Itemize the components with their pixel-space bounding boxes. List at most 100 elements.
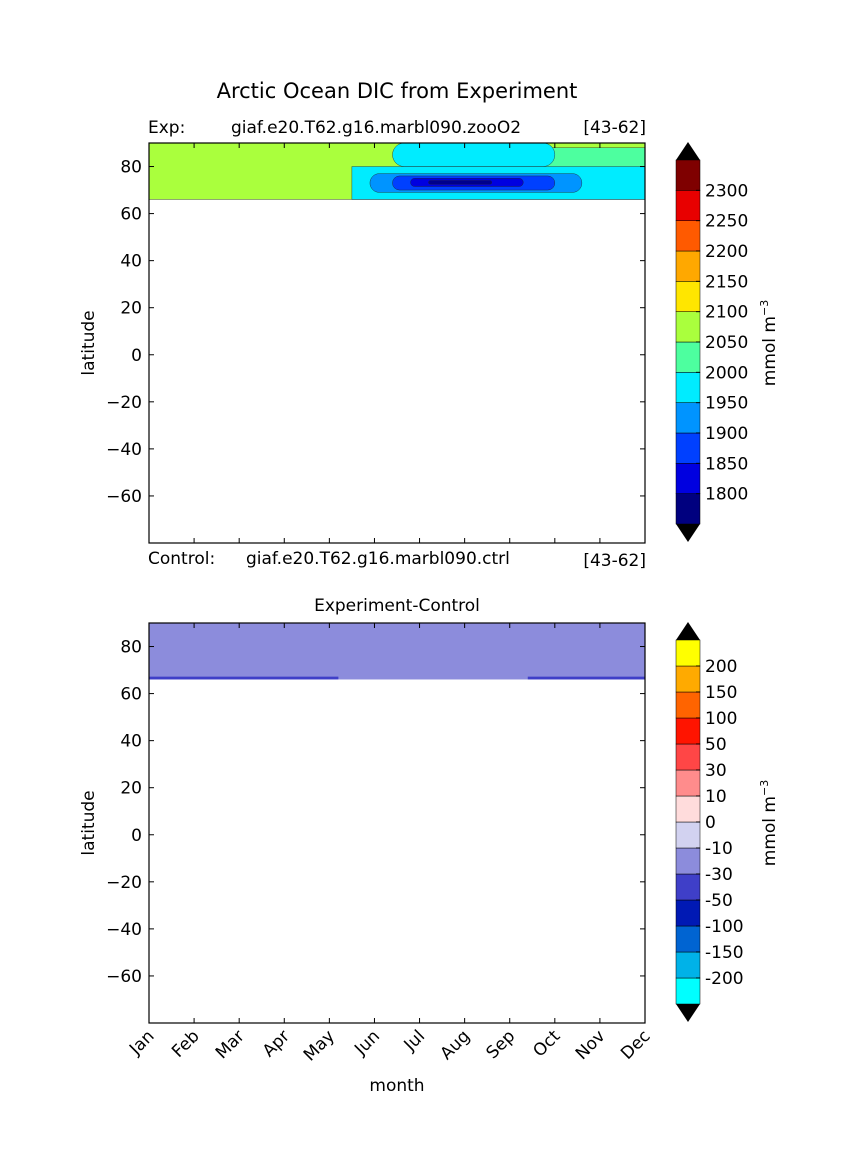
panel0-colorbar-extend-max (676, 142, 700, 160)
panel0-colorbar-segment (675, 220, 701, 252)
panel1-ytick-label: 60 (120, 685, 142, 705)
panel1-colorbar-segment (675, 743, 701, 771)
top-colorbar-unit-sup: −3 (758, 300, 771, 316)
panel0-ytick-label: −60 (106, 487, 142, 507)
panel1-colorbar-tick-label: 200 (705, 657, 737, 677)
panel1-ytick-label: 40 (120, 732, 142, 752)
xtick-label-jul: Jul (400, 1026, 429, 1055)
panel1-colorbar-segment (675, 977, 701, 1005)
panel0-colorbar-segment (675, 341, 701, 373)
panel1-contour-band--50 (149, 676, 339, 680)
diff-panel-title: Experiment-Control (314, 596, 480, 616)
panel1-colorbar-tick-label: 150 (705, 683, 737, 703)
panel0-colorbar-tick-label: 1950 (705, 394, 748, 414)
panel1-colorbar-segment (675, 899, 701, 927)
panel1-colorbar-segment (675, 717, 701, 745)
exp-years: [43-62] (583, 118, 646, 138)
panel0-colorbar-tick-label: 2250 (705, 212, 748, 232)
bottom-xlabel: month (369, 1076, 424, 1096)
panel1-ytick-label: 80 (120, 638, 142, 658)
panel1-ytick-label: −60 (106, 967, 142, 987)
panel1-contour-band--30 (149, 623, 645, 680)
panel1-colorbar-segment (675, 873, 701, 901)
xtick-label-oct: Oct (529, 1026, 564, 1061)
xtick-label-sep: Sep (482, 1026, 519, 1063)
panel1-colorbar-tick-label: 0 (705, 813, 716, 833)
xtick-label-feb: Feb (168, 1026, 203, 1061)
panel0-colorbar-tick-label: 1900 (705, 424, 748, 444)
panel1-colorbar-segment (675, 847, 701, 875)
panel1-colorbar-tick-label: -10 (705, 839, 733, 859)
panel0-contour-band-1800 (428, 180, 492, 185)
panel1-colorbar-segment (675, 795, 701, 823)
panel0-contour-band-2000 (392, 142, 556, 167)
panel1-frame (148, 622, 646, 1024)
panel1-colorbar-segment (675, 691, 701, 719)
panel1-colorbar-segment (675, 925, 701, 953)
panel0-colorbar-segment (675, 281, 701, 312)
panel0-ytick-label: 60 (120, 205, 142, 225)
panel1-colorbar-extend-min (676, 1004, 700, 1022)
bottom-ylabel: latitude (79, 790, 99, 855)
xtick-label-jun: Jun (350, 1026, 384, 1060)
panel0-colorbar-segment (675, 372, 701, 403)
ctrl-years: [43-62] (583, 551, 646, 571)
panel0-colorbar-extend-min (676, 524, 700, 542)
xtick-label-jan: Jan (125, 1026, 158, 1059)
exp-label: Exp: (148, 118, 185, 138)
panel1-colorbar-segment (675, 821, 701, 849)
panel1-colorbar-tick-label: -150 (705, 943, 744, 963)
panel1-colorbar-tick-label: -50 (705, 891, 733, 911)
panel0-colorbar-tick-label: 2200 (705, 242, 748, 262)
panel1-colorbar-segment (675, 665, 701, 693)
panel0-ytick-label: −20 (106, 393, 142, 413)
panel0-colorbar-tick-label: 1850 (705, 454, 748, 474)
panel1-colorbar-extend-max (676, 622, 700, 640)
bottom-colorbar-unit-sup: −3 (758, 780, 771, 796)
panel0-colorbar-tick-label: 2300 (705, 181, 748, 201)
bottom-colorbar-unit: mmol m (760, 796, 780, 866)
top-ylabel: latitude (79, 310, 99, 375)
panel0-colorbar-segment (675, 190, 701, 221)
ctrl-label: Control: (148, 549, 215, 569)
panel0-colorbar-tick-label: 2050 (705, 333, 748, 353)
panel0-colorbar-segment (675, 402, 701, 434)
panel0-colorbar-tick-label: 2100 (705, 303, 748, 323)
panel0-ytick-label: 80 (120, 158, 142, 178)
panel1-colorbar-tick-label: 50 (705, 735, 727, 755)
panel1-colorbar-tick-label: -30 (705, 865, 733, 885)
panel0-colorbar-segment (675, 463, 701, 494)
xtick-label-may: May (300, 1026, 339, 1065)
panel1-contour-band--50 (527, 676, 645, 680)
xtick-label-apr: Apr (259, 1026, 294, 1061)
figure-title: Arctic Ocean DIC from Experiment (217, 79, 578, 103)
panel0-colorbar-segment (675, 159, 701, 191)
panel0-colorbar-segment (675, 311, 701, 343)
panel1-colorbar-segment (675, 769, 701, 797)
top-colorbar-label: mmol m−3 (758, 300, 780, 386)
panel0-frame (148, 142, 646, 544)
xtick-label-dec: Dec (617, 1026, 654, 1063)
bottom-colorbar-label: mmol m−3 (758, 780, 780, 866)
panel1-colorbar-segment (675, 639, 701, 667)
panel1-colorbar-tick-label: -100 (705, 917, 744, 937)
panel0-colorbar-segment (675, 432, 701, 464)
xtick-label-mar: Mar (212, 1026, 249, 1063)
panel0-colorbar-tick-label: 2150 (705, 272, 748, 292)
exp-name: giaf.e20.T62.g16.marbl090.zooO2 (231, 118, 521, 138)
panel1-ytick-label: −40 (106, 920, 142, 940)
panel0-ytick-label: −40 (106, 440, 142, 460)
panel0-colorbar-tick-label: 2000 (705, 363, 748, 383)
ctrl-name: giaf.e20.T62.g16.marbl090.ctrl (246, 549, 510, 569)
top-colorbar-unit: mmol m (760, 316, 780, 386)
panel0-colorbar-segment (675, 493, 701, 525)
panel1-ytick-label: 20 (120, 779, 142, 799)
panel1-colorbar-tick-label: -200 (705, 969, 744, 989)
panel1-colorbar-tick-label: 30 (705, 761, 727, 781)
panel1-ytick-label: 0 (131, 826, 142, 846)
panel0-colorbar-segment (675, 250, 701, 282)
xtick-label-nov: Nov (572, 1026, 610, 1064)
panel0-ytick-label: 20 (120, 299, 142, 319)
xtick-label-aug: Aug (437, 1026, 475, 1064)
